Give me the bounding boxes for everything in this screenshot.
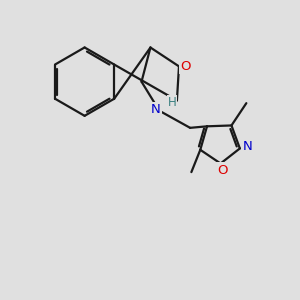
Text: N: N bbox=[151, 103, 161, 116]
Text: N: N bbox=[242, 140, 252, 154]
Text: H: H bbox=[167, 96, 176, 109]
Text: O: O bbox=[180, 60, 191, 73]
Text: O: O bbox=[217, 164, 227, 176]
